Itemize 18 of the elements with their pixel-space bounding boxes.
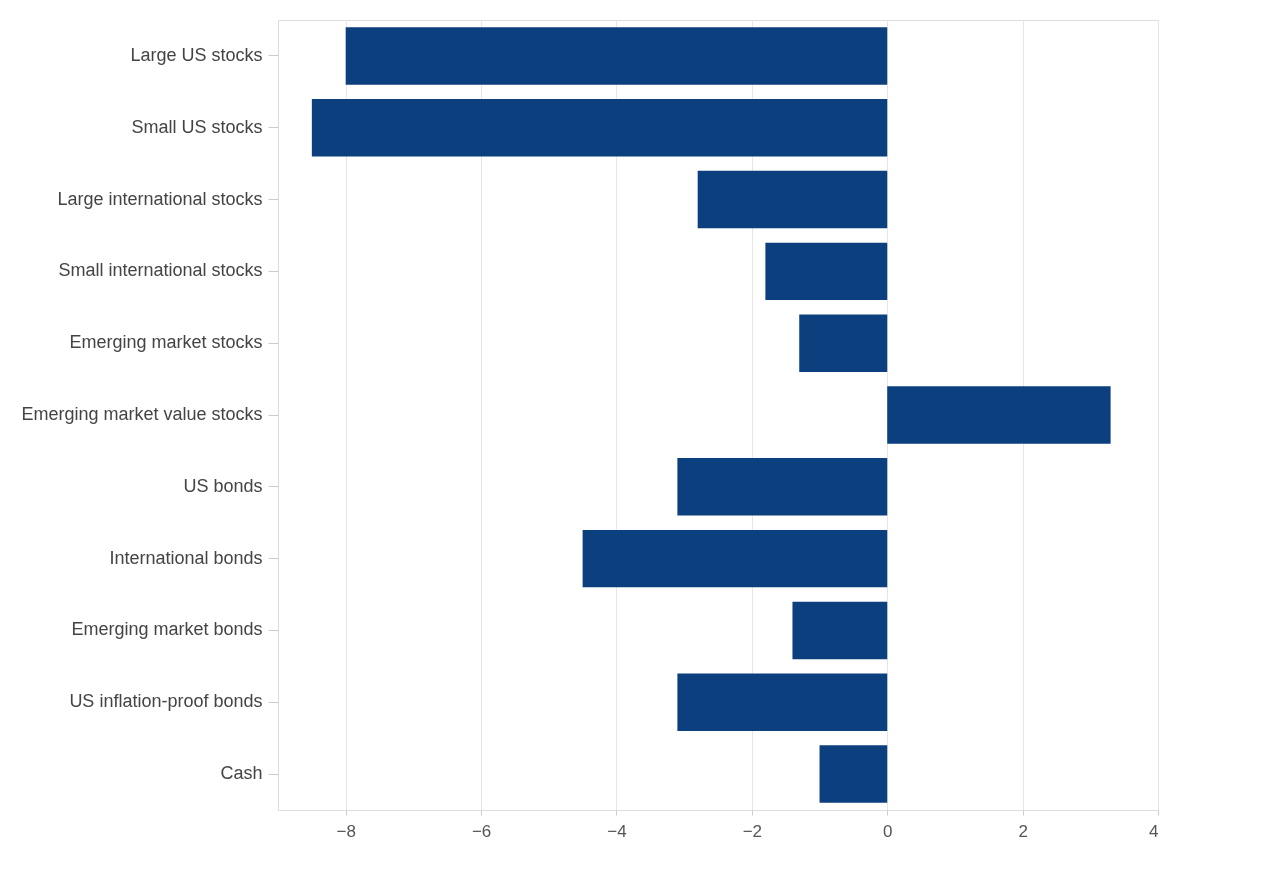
x-tick-label: −4 xyxy=(607,821,627,841)
y-tick-label: Cash xyxy=(220,763,263,784)
x-tick-label: −2 xyxy=(742,821,763,841)
y-tick-label: US inflation-proof bonds xyxy=(69,691,263,712)
y-tick-label: US bonds xyxy=(183,475,263,496)
y-tick-label: Large US stocks xyxy=(130,44,263,65)
x-tick-label: 4 xyxy=(1149,821,1159,841)
y-tick-label: Emerging market bonds xyxy=(71,619,263,640)
x-tick-label: −8 xyxy=(336,821,356,841)
y-tick-label: International bonds xyxy=(109,547,263,568)
y-tick-label: Large international stocks xyxy=(57,188,263,209)
x-tick-label: 0 xyxy=(883,821,893,841)
y-tick-label: Emerging market value stocks xyxy=(21,404,263,424)
x-tick-label: −6 xyxy=(471,821,492,841)
x-tick-label: 2 xyxy=(1018,821,1028,841)
y-tick-label: Small international stocks xyxy=(58,260,263,281)
y-tick-label: Emerging market stocks xyxy=(69,332,263,353)
y-tick-label: Small US stocks xyxy=(131,116,263,137)
